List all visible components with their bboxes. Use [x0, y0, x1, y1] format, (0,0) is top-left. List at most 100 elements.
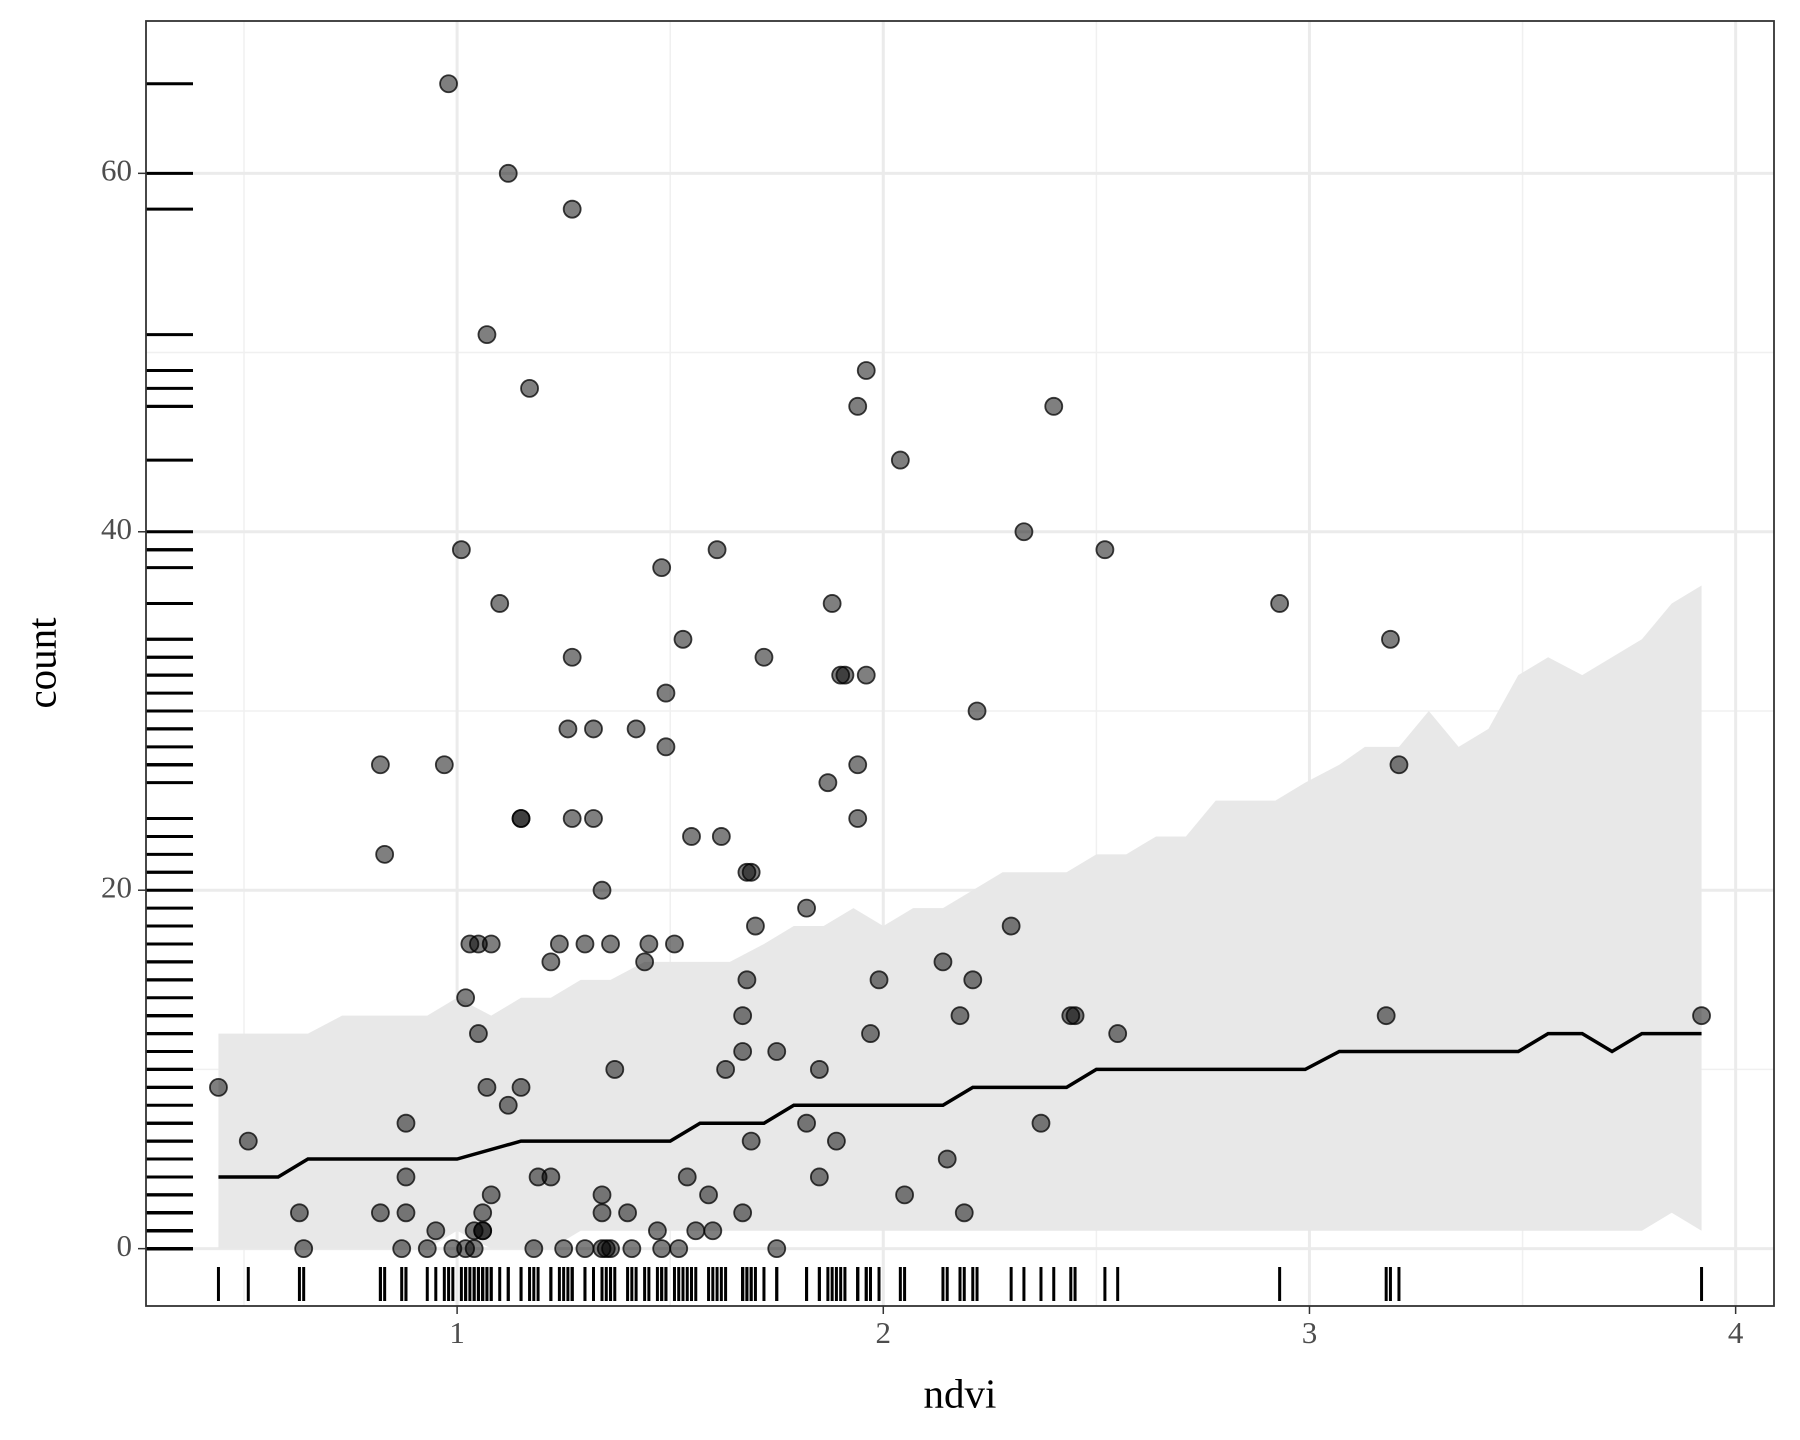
data-point	[434, 755, 454, 775]
data-point	[498, 1095, 518, 1115]
data-point	[699, 1185, 718, 1205]
y-axis-title: count	[18, 617, 64, 709]
plot-frame	[145, 20, 1775, 1307]
data-point	[677, 1167, 697, 1187]
data-point	[592, 1185, 612, 1205]
data-point	[592, 1203, 612, 1223]
data-point	[490, 594, 510, 613]
data-point	[1095, 540, 1115, 560]
data-point	[473, 1221, 493, 1241]
data-point	[869, 970, 889, 990]
y-tick-label: 60	[101, 152, 132, 187]
data-point	[848, 809, 868, 828]
data-point	[477, 1077, 497, 1097]
data-point	[861, 1024, 880, 1043]
confidence-band	[218, 585, 1702, 1249]
data-point	[464, 1239, 484, 1259]
data-point	[511, 809, 531, 828]
data-point	[954, 1203, 974, 1223]
data-point	[950, 1006, 970, 1026]
data-point	[370, 1203, 390, 1223]
data-point	[584, 809, 603, 828]
y-tick-label: 0	[117, 1228, 133, 1263]
data-point	[711, 827, 731, 846]
data-point	[797, 1113, 816, 1133]
data-point	[741, 1131, 761, 1151]
data-point	[618, 1203, 637, 1223]
data-point	[481, 1185, 501, 1205]
data-point	[848, 396, 868, 416]
data-point	[370, 755, 390, 775]
data-point	[439, 74, 458, 94]
data-point	[1031, 1113, 1051, 1133]
data-point	[809, 1167, 829, 1187]
data-point	[562, 647, 582, 667]
data-point	[686, 1221, 706, 1241]
data-point	[767, 1042, 787, 1061]
data-point	[481, 934, 501, 954]
data-point	[473, 1203, 493, 1223]
fit-line	[218, 1031, 1702, 1179]
data-point	[1376, 1006, 1396, 1026]
data-point	[1270, 594, 1290, 613]
x-tick-label: 1	[449, 1315, 465, 1350]
data-point	[392, 1239, 412, 1259]
data-point	[682, 827, 701, 846]
data-point	[737, 970, 757, 990]
data-point	[890, 450, 910, 470]
data-point	[294, 1239, 314, 1259]
data-point	[967, 701, 987, 721]
data-point	[549, 934, 569, 954]
data-point	[520, 378, 539, 398]
data-point	[290, 1203, 309, 1223]
data-point	[498, 163, 518, 183]
data-point	[622, 1239, 642, 1259]
x-axis-title: ndvi	[924, 1370, 997, 1416]
data-point	[809, 1060, 829, 1079]
data-point	[754, 647, 774, 667]
data-point	[605, 1060, 625, 1079]
data-point	[848, 755, 868, 775]
data-point	[477, 325, 497, 345]
data-point	[707, 540, 727, 560]
data-point	[575, 1239, 595, 1259]
data-point	[456, 988, 476, 1008]
data-point	[767, 1239, 787, 1259]
data-point	[652, 558, 672, 578]
data-point	[669, 1239, 689, 1259]
data-point	[1692, 1006, 1711, 1026]
data-point	[665, 934, 684, 954]
data-point	[626, 719, 646, 739]
data-point	[1065, 1006, 1085, 1026]
data-point	[656, 737, 676, 757]
data-point	[584, 719, 603, 739]
data-point	[541, 952, 561, 972]
data-point	[703, 1221, 723, 1241]
data-point	[895, 1185, 914, 1205]
data-point	[963, 970, 983, 990]
data-point	[601, 1239, 620, 1259]
x-tick-label: 4	[1728, 1315, 1744, 1350]
x-tick-label: 3	[1302, 1315, 1318, 1350]
data-point	[746, 916, 765, 936]
data-point	[635, 952, 655, 972]
data-point	[835, 665, 855, 685]
data-point	[396, 1167, 416, 1187]
data-point	[652, 1239, 672, 1259]
x-tick-label: 2	[876, 1315, 892, 1350]
data-point	[451, 540, 471, 560]
data-point	[558, 719, 578, 739]
data-point	[511, 1077, 531, 1097]
data-point	[827, 1131, 846, 1151]
data-point	[1381, 629, 1400, 649]
data-point	[673, 629, 693, 649]
data-point	[741, 862, 761, 882]
data-point	[716, 1060, 736, 1079]
data-point	[417, 1239, 437, 1259]
data-point	[937, 1149, 957, 1169]
data-point	[648, 1221, 667, 1241]
data-point	[856, 361, 876, 380]
data-point	[797, 898, 816, 918]
data-point	[1014, 522, 1034, 542]
